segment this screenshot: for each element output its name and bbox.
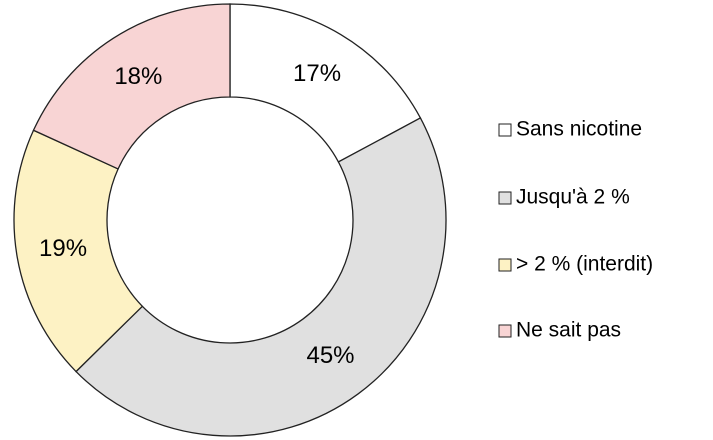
legend-swatch: [498, 258, 512, 272]
donut-segment: [32, 3, 231, 170]
legend-label: Ne sait pas: [516, 319, 621, 342]
donut-segment: [229, 3, 422, 163]
legend-swatch: [498, 123, 512, 137]
legend-swatch: [498, 324, 512, 338]
data-label: 45%: [306, 342, 354, 369]
data-label: 19%: [39, 235, 87, 262]
legend-swatch: [498, 191, 512, 205]
data-label: 18%: [114, 63, 162, 90]
legend-label: Jusqu'à 2 %: [516, 186, 630, 209]
legend-label: > 2 % (interdit): [516, 253, 653, 276]
donut-segment: [75, 117, 447, 437]
legend-label: Sans nicotine: [516, 118, 642, 141]
donut-segment: [13, 129, 144, 373]
data-label: 17%: [293, 60, 341, 87]
